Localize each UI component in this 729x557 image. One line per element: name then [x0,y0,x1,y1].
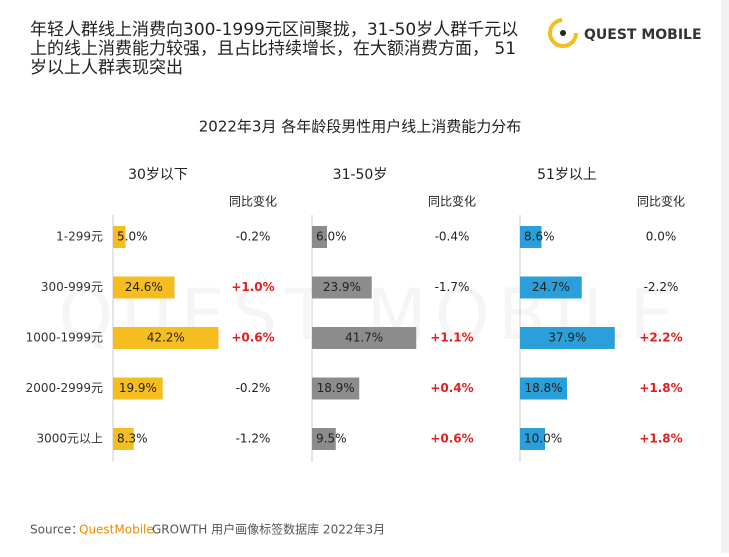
change-label: -0.2% [236,381,271,395]
change-label: +0.4% [430,381,473,395]
source-prefix: Source： [30,523,83,537]
source-brand: QuestMobile [79,523,154,537]
chart-title: 2022年3月 各年龄段男性用户线上消费能力分布 [199,118,522,136]
value-label: 23.9% [323,280,361,294]
source-text: GROWTH 用户画像标签数据库 2022年3月 [152,522,385,537]
bar [113,276,175,299]
value-label: 24.6% [125,280,163,294]
bar [312,428,336,450]
change-header: 同比变化 [428,194,476,209]
value-label: 24.7% [532,280,570,294]
value-label: 8.6% [524,230,555,244]
bar [312,226,327,248]
change-label: -0.4% [435,230,470,244]
bar [312,327,417,349]
value-label: 18.8% [524,381,562,395]
value-label: 8.3% [117,432,148,446]
header-line: 年轻人群线上消费向300-1999元区间聚拢，31-50岁人群千元以 [30,20,518,40]
value-label: 9.5% [316,432,347,446]
bar [520,377,567,400]
bar [520,428,545,450]
bar [113,226,126,248]
change-header: 同比变化 [637,194,685,209]
series-header: 51岁以上 [537,167,597,183]
bar [520,276,582,299]
header-line: 岁以上人群表现突出 [30,58,183,78]
header-line: 上的线上消费能力较强，且占比持续增长，在大额消费方面， 51 [30,39,516,59]
category-label: 1000-1999元 [26,331,103,345]
change-label: -2.2% [644,280,679,294]
logo: QUEST MOBILE [548,18,702,48]
change-label: 0.0% [646,230,677,244]
change-label: +1.1% [430,331,473,345]
change-label: +1.8% [639,381,682,395]
change-label: +0.6% [231,331,274,345]
category-label: 1-299元 [56,230,103,244]
logo-ring [548,18,578,48]
change-label: -1.7% [435,280,470,294]
change-header: 同比变化 [229,194,277,209]
category-label: 2000-2999元 [26,381,103,395]
change-label: +1.0% [231,280,274,294]
series-header: 30岁以下 [128,167,188,183]
logo-dot [560,30,566,36]
value-label: 19.9% [119,381,157,395]
scrollbar-track [721,0,729,553]
category-label: 300-999元 [41,280,103,294]
value-label: 41.7% [345,331,383,345]
value-label: 6.0% [316,230,347,244]
value-label: 5.0% [117,230,148,244]
bar [520,327,615,349]
value-label: 10.0% [524,432,562,446]
change-label: -1.2% [236,432,271,446]
bar [520,226,542,248]
category-label: 3000元以上 [36,432,103,446]
value-label: 42.2% [147,331,185,345]
bar [113,428,134,450]
change-label: +1.8% [639,432,682,446]
bar [113,327,219,349]
change-label: -0.2% [236,230,271,244]
series-header: 31-50岁 [333,167,388,183]
logo-text: QUEST MOBILE [584,27,702,43]
change-label: +2.2% [639,331,682,345]
value-label: 37.9% [548,331,586,345]
bar [312,377,360,400]
bar [113,377,163,400]
bar [312,276,372,299]
change-label: +0.6% [430,432,473,446]
value-label: 18.9% [317,381,355,395]
